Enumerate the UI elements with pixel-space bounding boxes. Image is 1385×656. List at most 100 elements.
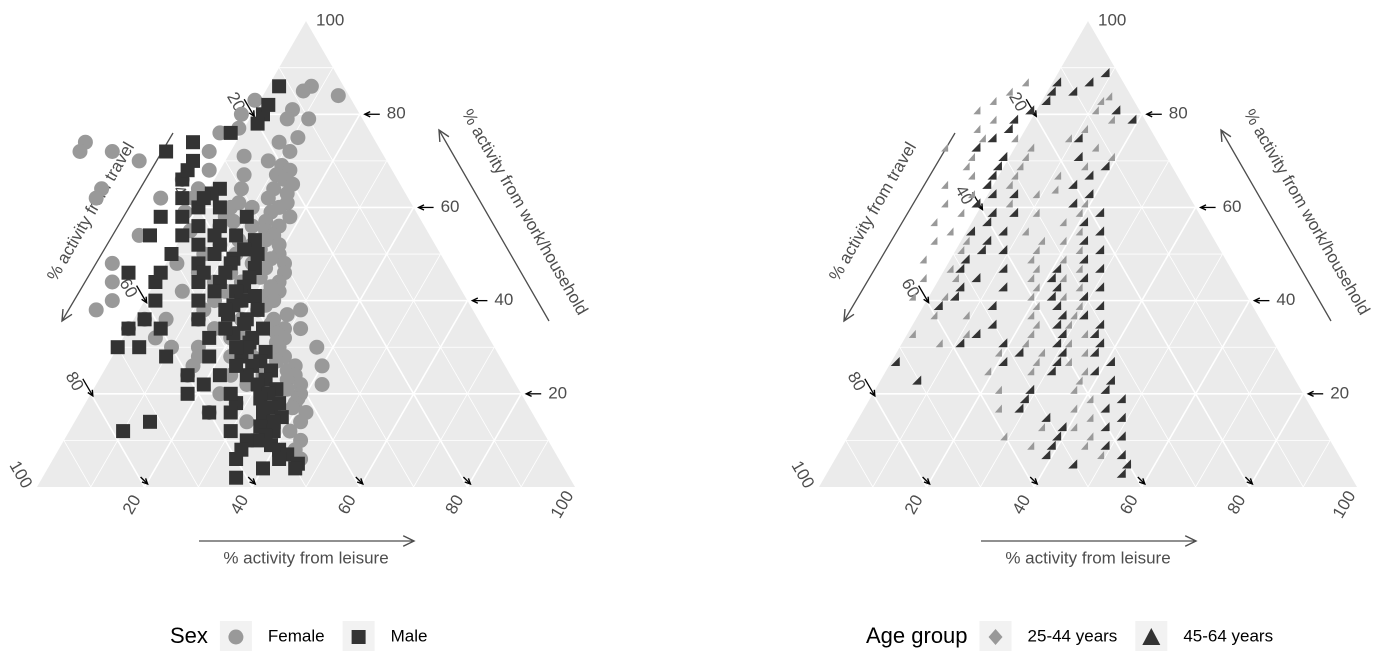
data-point (207, 247, 222, 261)
top-tick-arrow (416, 204, 434, 211)
top-tick-label: 100 (316, 11, 344, 30)
data-point (978, 134, 986, 143)
data-point (955, 282, 965, 292)
data-point (153, 321, 168, 336)
data-point (1116, 412, 1126, 422)
data-point (1075, 283, 1083, 292)
data-point (1116, 431, 1126, 441)
data-point (1005, 180, 1013, 189)
data-point (1059, 236, 1067, 245)
data-point (1046, 366, 1056, 376)
data-point (247, 289, 262, 303)
data-point (223, 125, 238, 140)
data-point (196, 377, 211, 392)
data-point (987, 189, 997, 199)
data-point (930, 218, 938, 227)
data-point (1046, 291, 1056, 301)
data-point (966, 226, 976, 236)
data-point (1064, 357, 1072, 366)
legend-label: 25-44 years (1028, 626, 1118, 645)
data-point (88, 190, 104, 206)
legend: Age group 25-44 years 45-64 years (866, 621, 1273, 653)
data-point (1025, 384, 1035, 394)
bottom-tick-label: 20 (119, 492, 145, 518)
data-point (88, 302, 104, 318)
data-point (1105, 375, 1115, 385)
data-point (1107, 152, 1115, 161)
data-point (233, 181, 249, 197)
data-point (971, 273, 981, 283)
left-tick-label: 100 (6, 457, 37, 491)
data-point (1105, 356, 1115, 366)
data-point (236, 148, 252, 164)
top-tick-label: 40 (1276, 290, 1295, 309)
top-tick-label: 20 (548, 383, 567, 402)
data-point (994, 385, 1002, 394)
legend: Sex Female Male (170, 621, 427, 653)
data-point (971, 198, 981, 208)
data-point (1057, 310, 1067, 320)
top-tick-label: 80 (1169, 104, 1188, 123)
data-point (253, 391, 268, 406)
data-point (196, 191, 211, 206)
data-point (930, 311, 938, 320)
data-point (1003, 123, 1013, 133)
data-point (239, 414, 255, 430)
data-point (196, 265, 211, 280)
bottom-tick-label: 100 (1329, 487, 1360, 521)
bottom-tick-arrow (1137, 476, 1146, 486)
data-point (1075, 301, 1083, 310)
data-point (962, 162, 970, 171)
data-point (229, 452, 244, 466)
data-point (960, 254, 970, 264)
data-point (946, 264, 954, 273)
data-point (982, 235, 992, 245)
data-point (272, 79, 287, 94)
top-tick-arrow (1145, 111, 1162, 118)
data-point (229, 228, 244, 243)
data-point (202, 349, 217, 364)
series-45-64-years (890, 68, 1137, 478)
data-point (233, 106, 249, 122)
data-point (1073, 151, 1083, 161)
data-point (1052, 263, 1062, 273)
data-point (982, 217, 992, 227)
data-point (1127, 114, 1137, 124)
data-point (1116, 394, 1126, 404)
data-point (1081, 348, 1089, 357)
data-point (143, 414, 157, 429)
data-point (212, 368, 227, 383)
data-point (962, 329, 970, 338)
data-point (1052, 77, 1062, 87)
data-point (104, 144, 120, 159)
bottom-tick-label: 20 (901, 492, 927, 518)
data-point (1068, 198, 1078, 208)
data-point (968, 152, 976, 161)
top-tick-arrow (1252, 297, 1270, 304)
bottom-tick-arrow (1029, 476, 1039, 486)
data-point (973, 124, 981, 133)
data-point (250, 377, 265, 392)
data-point (908, 329, 916, 338)
data-point (1032, 208, 1040, 217)
bottom-tick-arrow (247, 476, 257, 486)
data-point (1107, 115, 1115, 124)
data-point (131, 227, 147, 243)
data-point (941, 292, 949, 301)
legend-label: Female (268, 626, 325, 645)
data-point (1021, 152, 1029, 161)
data-point (282, 423, 298, 439)
data-point (919, 274, 927, 283)
data-point (1081, 329, 1089, 338)
left-axis-title: % activity from travel (825, 139, 920, 284)
data-point (164, 247, 179, 261)
data-point (282, 144, 298, 159)
data-point (1027, 311, 1035, 320)
data-point (984, 367, 992, 376)
data-point (1122, 459, 1132, 469)
bottom-tick-arrow (1244, 476, 1254, 486)
data-point (201, 162, 217, 178)
